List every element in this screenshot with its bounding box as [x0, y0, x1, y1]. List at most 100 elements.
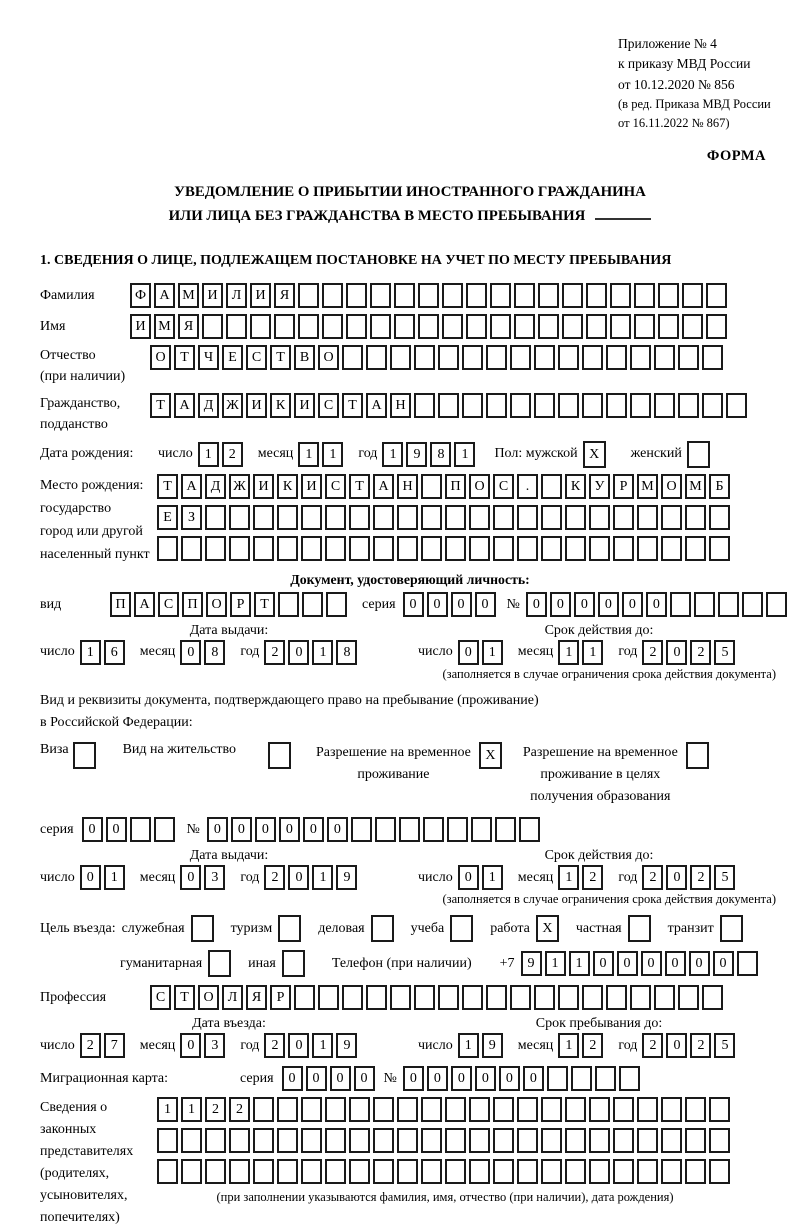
char-box[interactable]: 0	[450, 591, 472, 617]
char-box[interactable]	[565, 1097, 586, 1123]
char-box[interactable]	[301, 1097, 322, 1123]
char-box[interactable]	[606, 344, 627, 370]
char-box[interactable]: С	[158, 591, 179, 617]
char-box[interactable]	[398, 817, 420, 843]
char-box[interactable]: 1	[558, 639, 580, 665]
char-box[interactable]	[226, 313, 247, 339]
char-box[interactable]	[678, 985, 699, 1011]
char-box[interactable]	[422, 817, 444, 843]
char-box[interactable]	[717, 591, 739, 617]
char-box[interactable]	[253, 1159, 274, 1185]
char-box[interactable]	[613, 1159, 634, 1185]
char-box[interactable]	[397, 535, 418, 561]
char-box[interactable]: О	[198, 985, 219, 1011]
char-box[interactable]	[582, 985, 603, 1011]
char-box[interactable]	[669, 591, 691, 617]
char-box[interactable]	[438, 344, 459, 370]
char-box[interactable]	[390, 985, 411, 1011]
char-box[interactable]	[325, 1128, 346, 1154]
char-box[interactable]: 2	[221, 441, 243, 467]
char-box[interactable]	[686, 440, 710, 468]
char-box[interactable]	[606, 985, 627, 1011]
char-box[interactable]: 9	[336, 1033, 358, 1059]
char-box[interactable]: М	[685, 473, 706, 499]
char-box[interactable]: Р	[230, 591, 251, 617]
char-box[interactable]: 0	[288, 1033, 310, 1059]
char-box[interactable]	[438, 985, 459, 1011]
char-box[interactable]	[325, 504, 346, 530]
char-box[interactable]	[72, 742, 96, 770]
char-box[interactable]: 0	[688, 951, 710, 977]
char-box[interactable]: 0	[592, 951, 614, 977]
char-box[interactable]: И	[253, 473, 274, 499]
char-box[interactable]	[469, 1128, 490, 1154]
char-box[interactable]: 1	[312, 1033, 334, 1059]
char-box[interactable]: С	[493, 473, 514, 499]
char-box[interactable]: 0	[666, 865, 688, 891]
char-box[interactable]	[469, 535, 490, 561]
char-box[interactable]: 1	[457, 1033, 479, 1059]
char-box[interactable]	[765, 591, 787, 617]
char-box[interactable]: Н	[390, 392, 411, 418]
char-box[interactable]	[514, 282, 535, 308]
char-box[interactable]: 0	[666, 639, 688, 665]
char-box[interactable]	[685, 504, 706, 530]
char-box[interactable]	[397, 1097, 418, 1123]
char-box[interactable]	[349, 1097, 370, 1123]
char-box[interactable]: А	[154, 282, 175, 308]
char-box[interactable]	[462, 392, 483, 418]
char-box[interactable]: 8	[204, 639, 226, 665]
char-box[interactable]: 0	[305, 1066, 327, 1092]
char-box[interactable]: 1	[382, 441, 404, 467]
char-box[interactable]: 1	[312, 639, 334, 665]
char-box[interactable]	[736, 951, 758, 977]
char-box[interactable]	[318, 985, 339, 1011]
char-box[interactable]: 1	[298, 441, 320, 467]
char-box[interactable]: О	[150, 344, 171, 370]
char-box[interactable]: 9	[520, 951, 542, 977]
char-box[interactable]: 2	[690, 639, 712, 665]
char-box[interactable]: 2	[642, 865, 664, 891]
char-box[interactable]: 2	[264, 639, 286, 665]
char-box[interactable]: К	[565, 473, 586, 499]
char-box[interactable]: 0	[457, 639, 479, 665]
char-box[interactable]	[702, 344, 723, 370]
char-box[interactable]	[253, 1128, 274, 1154]
char-box[interactable]: 2	[642, 1033, 664, 1059]
char-box[interactable]: Е	[157, 504, 178, 530]
char-box[interactable]	[685, 1097, 706, 1123]
char-box[interactable]	[546, 1066, 568, 1092]
char-box[interactable]: С	[325, 473, 346, 499]
char-box[interactable]	[190, 915, 214, 943]
char-box[interactable]	[205, 1159, 226, 1185]
char-box[interactable]: Л	[226, 282, 247, 308]
char-box[interactable]: Я	[274, 282, 295, 308]
char-box[interactable]	[373, 1097, 394, 1123]
char-box[interactable]	[469, 504, 490, 530]
char-box[interactable]: 1	[181, 1097, 202, 1123]
char-box[interactable]: 1	[558, 865, 580, 891]
char-box[interactable]	[565, 1159, 586, 1185]
char-box[interactable]: 1	[103, 865, 125, 891]
char-box[interactable]: 0	[426, 591, 448, 617]
char-box[interactable]	[470, 817, 492, 843]
char-box[interactable]: 2	[264, 1033, 286, 1059]
char-box[interactable]	[706, 313, 727, 339]
char-box[interactable]: 9	[336, 865, 358, 891]
char-box[interactable]: 2	[79, 1033, 101, 1059]
char-box[interactable]: Ч	[198, 344, 219, 370]
char-box[interactable]	[534, 344, 555, 370]
char-box[interactable]	[370, 313, 391, 339]
char-box[interactable]: 0	[402, 591, 424, 617]
char-box[interactable]	[229, 1128, 250, 1154]
char-box[interactable]	[613, 1097, 634, 1123]
char-box[interactable]	[709, 1159, 730, 1185]
char-box[interactable]: 1	[582, 639, 604, 665]
char-box[interactable]: 2	[642, 639, 664, 665]
char-box[interactable]	[450, 915, 474, 943]
char-box[interactable]: 8	[336, 639, 358, 665]
char-box[interactable]	[589, 535, 610, 561]
char-box[interactable]	[486, 392, 507, 418]
char-box[interactable]: 3	[204, 865, 226, 891]
char-box[interactable]: 8	[430, 441, 452, 467]
